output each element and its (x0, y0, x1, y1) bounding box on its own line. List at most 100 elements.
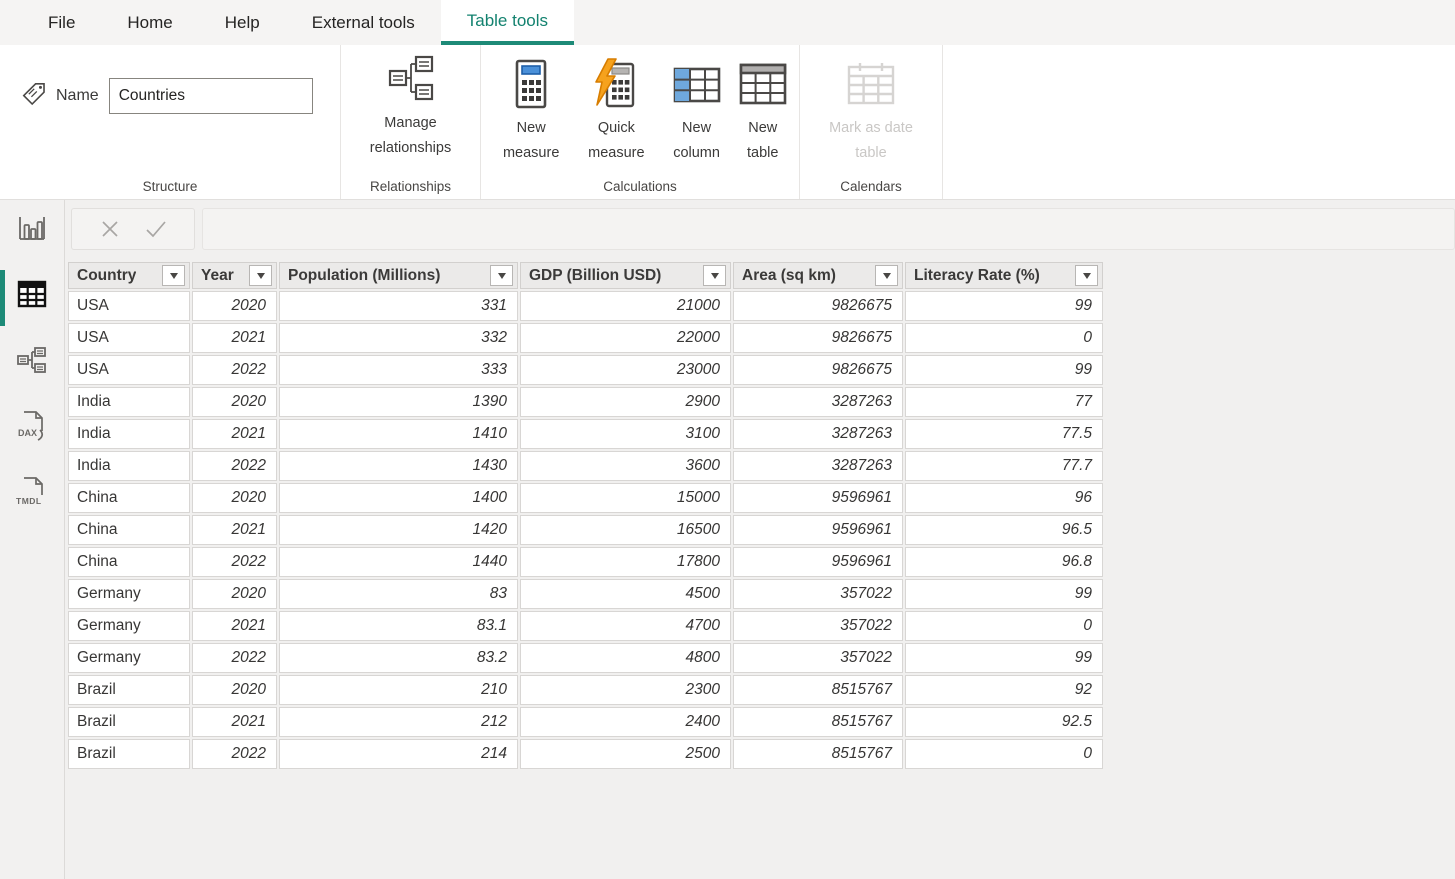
cell-value[interactable]: 210 (279, 675, 518, 705)
cell-country[interactable]: Germany (68, 643, 190, 673)
cell-value[interactable]: 15000 (520, 483, 731, 513)
cell-country[interactable]: India (68, 387, 190, 417)
cell-country[interactable]: India (68, 451, 190, 481)
filter-dropdown-button[interactable] (249, 265, 272, 286)
cell-value[interactable]: 77.7 (905, 451, 1103, 481)
cell-value[interactable]: 2022 (192, 739, 277, 769)
quick-measure-button[interactable]: Quick measure (577, 58, 655, 167)
cell-value[interactable]: 2021 (192, 707, 277, 737)
cell-value[interactable]: 17800 (520, 547, 731, 577)
cell-value[interactable]: 99 (905, 355, 1103, 385)
cell-value[interactable]: 2900 (520, 387, 731, 417)
cell-value[interactable]: 0 (905, 323, 1103, 353)
cell-value[interactable]: 16500 (520, 515, 731, 545)
cell-value[interactable]: 2021 (192, 323, 277, 353)
cell-country[interactable]: USA (68, 291, 190, 321)
cell-value[interactable]: 1420 (279, 515, 518, 545)
filter-dropdown-button[interactable] (490, 265, 513, 286)
cell-country[interactable]: Brazil (68, 675, 190, 705)
cell-value[interactable]: 9826675 (733, 291, 903, 321)
formula-input[interactable] (202, 208, 1455, 250)
column-header-literacy[interactable]: Literacy Rate (%) (905, 262, 1103, 289)
table-view-button[interactable] (0, 270, 65, 326)
cell-value[interactable]: 2020 (192, 387, 277, 417)
cell-value[interactable]: 2020 (192, 483, 277, 513)
cell-value[interactable]: 1410 (279, 419, 518, 449)
cell-value[interactable]: 1400 (279, 483, 518, 513)
new-measure-button[interactable]: New measure (492, 58, 570, 167)
filter-dropdown-button[interactable] (703, 265, 726, 286)
new-column-button[interactable]: New column (663, 58, 731, 167)
cell-value[interactable]: 2021 (192, 419, 277, 449)
menu-tab-help[interactable]: Help (224, 13, 260, 32)
cell-value[interactable]: 4700 (520, 611, 731, 641)
cell-value[interactable]: 212 (279, 707, 518, 737)
cell-value[interactable]: 99 (905, 291, 1103, 321)
cell-value[interactable]: 96.5 (905, 515, 1103, 545)
cell-value[interactable]: 8515767 (733, 739, 903, 769)
manage-relationships-button[interactable]: Manage relationships (341, 53, 480, 162)
cell-value[interactable]: 96 (905, 483, 1103, 513)
column-header-country[interactable]: Country (68, 262, 190, 289)
cell-country[interactable]: China (68, 483, 190, 513)
cell-value[interactable]: 1440 (279, 547, 518, 577)
cell-value[interactable]: 0 (905, 739, 1103, 769)
cancel-button[interactable] (97, 216, 123, 242)
cell-value[interactable]: 9596961 (733, 483, 903, 513)
model-view-button[interactable] (0, 340, 65, 384)
filter-dropdown-button[interactable] (1075, 265, 1098, 286)
cell-value[interactable]: 96.8 (905, 547, 1103, 577)
cell-value[interactable]: 333 (279, 355, 518, 385)
menu-tab-home[interactable]: Home (127, 13, 173, 32)
cell-value[interactable]: 4800 (520, 643, 731, 673)
cell-value[interactable]: 92.5 (905, 707, 1103, 737)
cell-value[interactable]: 3287263 (733, 419, 903, 449)
cell-value[interactable]: 332 (279, 323, 518, 353)
cell-country[interactable]: USA (68, 355, 190, 385)
commit-button[interactable] (143, 216, 169, 242)
cell-value[interactable]: 92 (905, 675, 1103, 705)
cell-value[interactable]: 3600 (520, 451, 731, 481)
cell-value[interactable]: 23000 (520, 355, 731, 385)
cell-value[interactable]: 2022 (192, 355, 277, 385)
cell-value[interactable]: 3287263 (733, 451, 903, 481)
dax-query-view-button[interactable]: DAX (0, 406, 65, 450)
cell-value[interactable]: 83.2 (279, 643, 518, 673)
cell-value[interactable]: 2300 (520, 675, 731, 705)
cell-value[interactable]: 2022 (192, 547, 277, 577)
menu-tab-file[interactable]: File (48, 13, 76, 32)
filter-dropdown-button[interactable] (162, 265, 185, 286)
cell-value[interactable]: 214 (279, 739, 518, 769)
cell-value[interactable]: 357022 (733, 579, 903, 609)
cell-country[interactable]: India (68, 419, 190, 449)
menu-tab-external-tools[interactable]: External tools (311, 13, 415, 32)
column-header-population[interactable]: Population (Millions) (279, 262, 518, 289)
cell-country[interactable]: Brazil (68, 739, 190, 769)
cell-value[interactable]: 1390 (279, 387, 518, 417)
cell-value[interactable]: 77.5 (905, 419, 1103, 449)
cell-country[interactable]: China (68, 515, 190, 545)
tmdl-view-button[interactable]: TMDL (0, 472, 65, 516)
cell-country[interactable]: China (68, 547, 190, 577)
cell-value[interactable]: 2021 (192, 515, 277, 545)
cell-value[interactable]: 357022 (733, 643, 903, 673)
cell-value[interactable]: 21000 (520, 291, 731, 321)
cell-value[interactable]: 83.1 (279, 611, 518, 641)
cell-value[interactable]: 99 (905, 579, 1103, 609)
new-table-button[interactable]: New table (738, 58, 788, 167)
cell-value[interactable]: 2022 (192, 643, 277, 673)
cell-value[interactable]: 9596961 (733, 515, 903, 545)
cell-value[interactable]: 2400 (520, 707, 731, 737)
cell-country[interactable]: Germany (68, 579, 190, 609)
cell-value[interactable]: 357022 (733, 611, 903, 641)
report-view-button[interactable] (0, 208, 65, 252)
cell-value[interactable]: 9596961 (733, 547, 903, 577)
column-header-gdp[interactable]: GDP (Billion USD) (520, 262, 731, 289)
cell-value[interactable]: 3100 (520, 419, 731, 449)
cell-country[interactable]: USA (68, 323, 190, 353)
table-name-input[interactable] (108, 78, 313, 114)
cell-value[interactable]: 2020 (192, 579, 277, 609)
cell-value[interactable]: 0 (905, 611, 1103, 641)
cell-country[interactable]: Brazil (68, 707, 190, 737)
cell-value[interactable]: 9826675 (733, 355, 903, 385)
